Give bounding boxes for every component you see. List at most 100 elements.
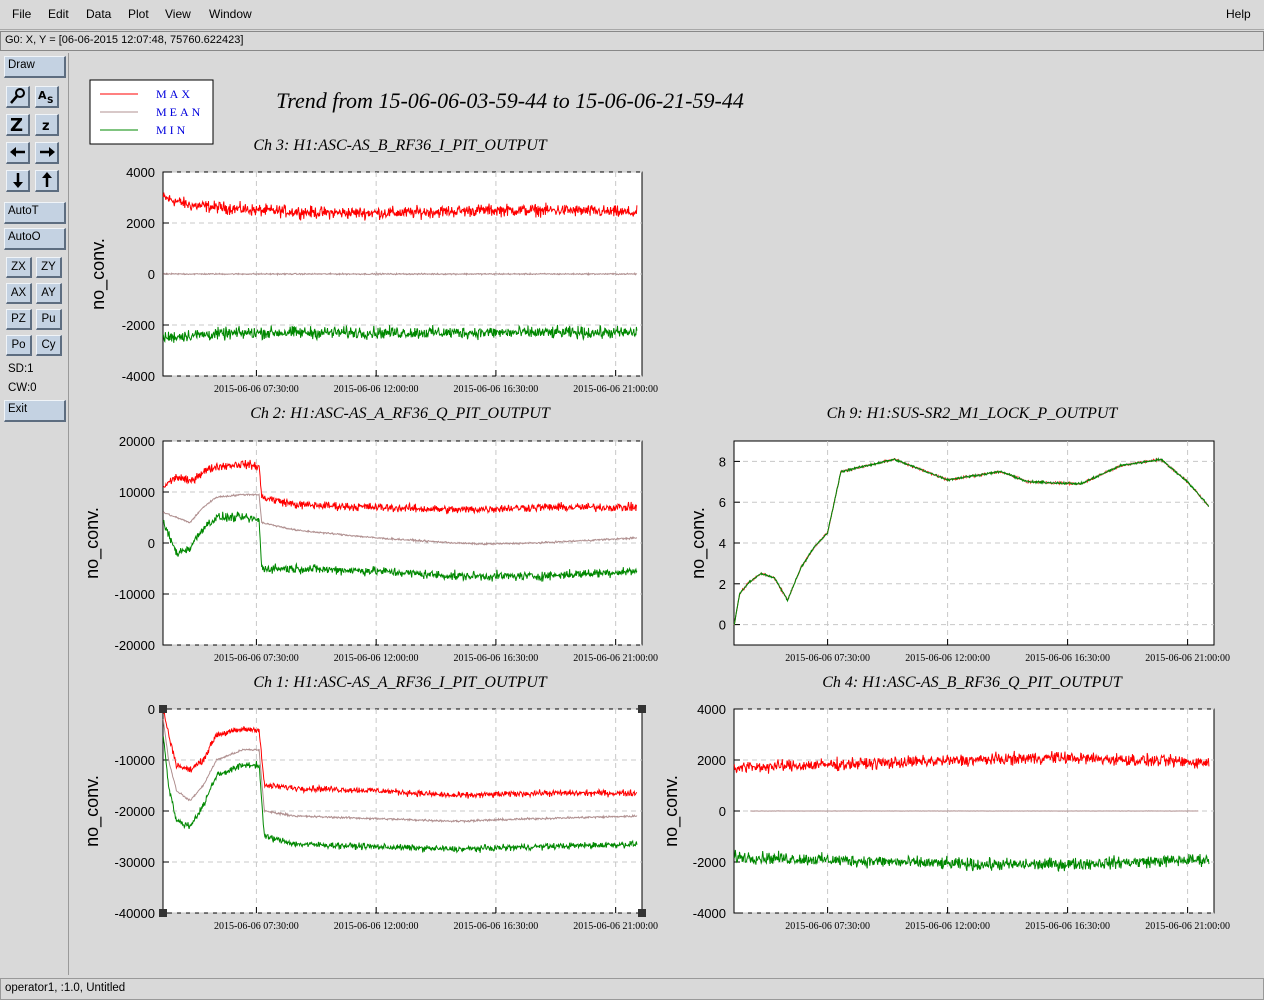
- pan-down-icon[interactable]: [6, 170, 30, 192]
- menu-bar: File Edit Data Plot View Window Help: [0, 0, 1264, 30]
- x-tick-label: 2015-06-06 07:30:00: [214, 653, 299, 664]
- y-axis-label: no_conv.: [688, 507, 709, 579]
- x-tick-label: 2015-06-06 21:00:00: [573, 921, 658, 932]
- chart-title: Ch 2: H1:ASC-AS_A_RF36_Q_PIT_OUTPUT: [250, 405, 551, 422]
- y-tick-label: -2000: [693, 855, 726, 870]
- x-tick-label: 2015-06-06 07:30:00: [214, 921, 299, 932]
- y-tick-label: 20000: [119, 434, 155, 449]
- x-tick-label: 2015-06-06 16:30:00: [1025, 921, 1110, 932]
- selection-handle[interactable]: [159, 909, 167, 917]
- cw-label: CW:0: [8, 382, 37, 394]
- series-line-mean-ch3: [162, 271, 638, 277]
- series-line-max-ch1: [162, 708, 638, 799]
- series-line-mean-ch1: [162, 718, 638, 824]
- y-tick-label: -10000: [115, 753, 155, 768]
- y-axis-label: no_conv.: [82, 507, 103, 579]
- y-tick-label: 0: [148, 536, 155, 551]
- selection-handle[interactable]: [638, 705, 646, 713]
- y-tick-label: 4000: [126, 165, 155, 180]
- auto-t-button[interactable]: AutoT: [4, 202, 66, 224]
- cy-button[interactable]: Cy: [36, 335, 62, 356]
- ay-button[interactable]: AY: [36, 283, 62, 304]
- x-tick-label: 2015-06-06 21:00:00: [1145, 921, 1230, 932]
- x-tick-label: 2015-06-06 16:30:00: [1025, 653, 1110, 664]
- zoom-in-icon[interactable]: Z: [6, 114, 30, 136]
- series-line-min-ch4: [733, 849, 1210, 872]
- coordinate-readout: G0: X, Y = [06-06-2015 12:07:48, 75760.6…: [5, 34, 244, 46]
- y-tick-label: 6: [719, 495, 726, 510]
- y-tick-label: 4000: [697, 702, 726, 717]
- chart-ch2: 20000 10000 0 -10000 -20000 2015-06-06 07:30:…: [82, 405, 658, 664]
- y-tick-label: -4000: [693, 906, 726, 921]
- legend: MAX MEAN MIN: [89, 79, 214, 145]
- pz-button[interactable]: PZ: [6, 309, 32, 330]
- menu-view[interactable]: View: [165, 7, 191, 21]
- y-tick-label: 8: [719, 454, 726, 469]
- x-tick-label: 2015-06-06 16:30:00: [454, 921, 539, 932]
- series-line-min-ch2: [162, 511, 638, 583]
- selection-handle[interactable]: [638, 909, 646, 917]
- y-tick-label: -4000: [122, 369, 155, 384]
- zx-button[interactable]: ZX: [6, 257, 32, 278]
- menu-help[interactable]: Help: [1226, 7, 1251, 21]
- plot-canvas[interactable]: MAX MEAN MIN Trend from 15-06-06-03-59-4…: [70, 53, 1264, 975]
- x-tick-label: 2015-06-06 12:00:00: [905, 921, 990, 932]
- menu-plot[interactable]: Plot: [128, 7, 149, 21]
- series-line-max-ch4: [733, 750, 1210, 774]
- zoom-magnifier-icon[interactable]: [6, 86, 30, 108]
- ax-button[interactable]: AX: [6, 283, 32, 304]
- x-tick-label: 2015-06-06 12:00:00: [905, 653, 990, 664]
- menu-window[interactable]: Window: [209, 7, 252, 21]
- y-tick-label: 0: [719, 804, 726, 819]
- auto-o-button[interactable]: AutoO: [4, 228, 66, 250]
- menu-edit[interactable]: Edit: [48, 7, 69, 21]
- pan-up-icon[interactable]: [35, 170, 59, 192]
- chart-ch3: 4000 2000 0 -2000 -4000 2015-06-06 07:30:00 20…: [88, 137, 658, 395]
- series-line-max-ch2: [163, 459, 637, 515]
- series-line-mean-ch2: [162, 493, 637, 546]
- po-button[interactable]: Po: [6, 335, 32, 356]
- y-tick-label: -30000: [115, 855, 155, 870]
- exit-button[interactable]: Exit: [4, 400, 66, 422]
- y-tick-label: 0: [148, 267, 155, 282]
- x-tick-label: 2015-06-06 12:00:00: [334, 384, 419, 395]
- pan-left-icon[interactable]: [6, 142, 30, 164]
- y-tick-label: 2: [719, 577, 726, 592]
- menu-data[interactable]: Data: [86, 7, 112, 21]
- chart-title: Ch 4: H1:ASC-AS_B_RF36_Q_PIT_OUTPUT: [822, 674, 1123, 691]
- draw-button[interactable]: Draw: [4, 56, 66, 78]
- menu-file[interactable]: File: [12, 7, 32, 21]
- series-line-min-ch9: [733, 457, 1210, 625]
- series-line-min-ch3: [162, 324, 638, 343]
- zy-button[interactable]: ZY: [36, 257, 62, 278]
- y-tick-label: 10000: [119, 485, 155, 500]
- selection-handle[interactable]: [159, 705, 167, 713]
- coordinate-readout-bar: G0: X, Y = [06-06-2015 12:07:48, 75760.6…: [0, 31, 1264, 51]
- svg-text:z: z: [42, 119, 50, 133]
- x-tick-label: 2015-06-06 16:30:00: [454, 653, 539, 664]
- x-tick-label: 2015-06-06 16:30:00: [454, 384, 539, 395]
- chart-ch4: 4000 2000 0 -2000 -4000 2015-06-06 07:30:00 20…: [661, 674, 1230, 932]
- plot-area: MAX MEAN MIN Trend from 15-06-06-03-59-4…: [70, 53, 1264, 975]
- status-bar: operator1, :1.0, Untitled: [0, 978, 1264, 1000]
- y-tick-label: 2000: [697, 753, 726, 768]
- legend-mean-label: MEAN: [156, 105, 203, 119]
- pan-right-icon[interactable]: [35, 142, 59, 164]
- y-tick-label: -2000: [122, 318, 155, 333]
- x-tick-label: 2015-06-06 21:00:00: [573, 384, 658, 395]
- y-tick-label: 4: [719, 536, 726, 551]
- svg-text:Z: Z: [10, 115, 23, 133]
- main-title: Trend from 15-06-06-03-59-44 to 15-06-06…: [276, 88, 744, 113]
- chart-ch9: 8 6 4 2 0 2015-06-06 07:30:00 2015-06-06 12:00…: [688, 405, 1230, 664]
- zoom-out-icon[interactable]: z: [35, 114, 59, 136]
- pu-button[interactable]: Pu: [36, 309, 62, 330]
- y-axis-label: no_conv.: [88, 238, 109, 310]
- x-tick-label: 2015-06-06 12:00:00: [334, 921, 419, 932]
- series-line-min-ch1: [162, 736, 638, 854]
- chart-title: Ch 3: H1:ASC-AS_B_RF36_I_PIT_OUTPUT: [253, 137, 547, 154]
- x-tick-label: 2015-06-06 07:30:00: [785, 653, 870, 664]
- y-tick-label: -40000: [115, 906, 155, 921]
- y-tick-label: 0: [148, 702, 155, 717]
